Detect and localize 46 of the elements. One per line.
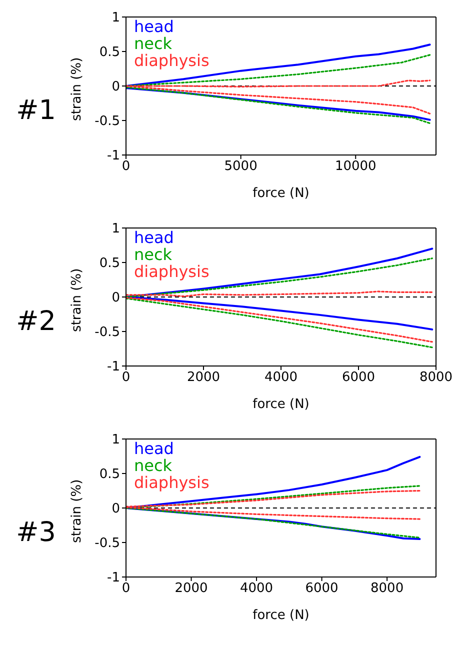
y-tick-label: 0.5	[99, 256, 120, 272]
y-axis-title: strain (%)	[70, 57, 85, 121]
y-tick-label: -1	[107, 360, 120, 375]
x-axis-title: force (N)	[252, 397, 310, 412]
y-tick-label: 0	[112, 290, 120, 306]
y-axis-title: strain (%)	[70, 268, 85, 332]
y-tick-label: -1	[107, 570, 120, 586]
x-tick-label: 6000	[305, 581, 338, 596]
y-tick-label: 1	[112, 10, 120, 26]
y-tick-label: -0.5	[94, 536, 120, 552]
text: head	[134, 17, 175, 36]
y-tick-label: -1	[107, 148, 120, 164]
y-tick-label: 1	[112, 222, 120, 237]
series-label: diaphysis	[134, 262, 210, 281]
x-tick-label: 4000	[264, 370, 298, 386]
series-label: diaphysis	[134, 473, 210, 492]
y-axis-title: strain (%)	[70, 479, 85, 543]
series-label: neck	[134, 34, 174, 53]
y-tick-label: 0.5	[99, 45, 120, 60]
x-tick-label: 8000	[370, 581, 404, 596]
x-tick-label: 8000	[419, 370, 453, 386]
y-tick-label: -0.5	[94, 114, 120, 130]
x-tick-label: 4000	[240, 581, 274, 596]
text: head	[134, 439, 175, 458]
series-label: neck	[134, 245, 174, 264]
x-tick-label: 0	[122, 581, 130, 596]
text: head	[134, 228, 175, 247]
x-tick-label: 0	[122, 159, 130, 174]
y-tick-label: 0.5	[99, 467, 120, 482]
text: #3	[15, 517, 57, 548]
x-tick-label: 10000	[334, 159, 376, 174]
x-tick-label: 6000	[342, 370, 376, 386]
x-axis-title: force (N)	[252, 608, 310, 623]
x-tick-label: 5000	[224, 159, 258, 174]
x-tick-label: 2000	[174, 581, 208, 596]
x-tick-label: 2000	[186, 370, 220, 386]
x-tick-label: 0	[122, 370, 130, 386]
text: #2	[15, 306, 57, 337]
y-tick-label: 0	[112, 502, 120, 517]
series-label: diaphysis	[134, 51, 210, 70]
y-tick-label: 0	[112, 80, 120, 95]
x-axis-title: force (N)	[252, 186, 310, 201]
text: #1	[15, 95, 57, 126]
series-label: neck	[134, 456, 174, 475]
y-tick-label: -0.5	[94, 325, 120, 340]
y-tick-label: 1	[112, 432, 120, 448]
